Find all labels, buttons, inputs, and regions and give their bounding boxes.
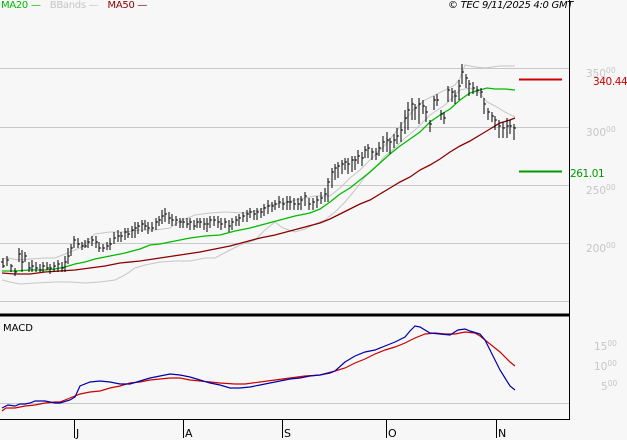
svg-text:20000: 20000 (586, 241, 616, 255)
legend-ma20-label: MA20 (1, 0, 28, 11)
price-axis-labels: 35000 30000 25000 20000 (586, 66, 616, 255)
legend-bbands-label: BBands (49, 0, 86, 11)
svg-text:O: O (388, 427, 397, 440)
copyright-timestamp: © TEC 9/11/2025 4:0 GMT (448, 0, 574, 11)
ma20-line (2, 87, 516, 272)
time-axis (74, 420, 497, 438)
svg-text:A: A (185, 427, 193, 440)
time-axis-labels: J A S O N (75, 427, 506, 440)
macd-axis-labels: 1500 1000 500 (594, 339, 617, 393)
svg-text:1000: 1000 (594, 359, 617, 373)
price-gridlines (0, 68, 569, 302)
support-value: 261.01 (570, 168, 604, 180)
bollinger-bands (1, 64, 516, 285)
legend-ma50: MA50 — (107, 0, 148, 11)
resistance-value: 340.44 (593, 76, 627, 88)
legend-ma50-label: MA50 (107, 0, 135, 11)
macd-line (1, 325, 516, 409)
legend-ma20: MA20 — (1, 0, 41, 11)
svg-text:30000: 30000 (586, 125, 616, 139)
price-bars (1, 64, 516, 276)
svg-text:1500: 1500 (594, 339, 617, 353)
svg-text:500: 500 (601, 379, 617, 393)
macd-signal-line (1, 331, 516, 412)
ma50-line (1, 117, 516, 275)
svg-text:35000: 35000 (586, 66, 616, 80)
svg-text:S: S (284, 427, 291, 440)
svg-text:J: J (75, 427, 79, 440)
chart-legend: MA20 — BBands — MA50 — (1, 0, 153, 12)
legend-bbands: BBands — (49, 0, 99, 11)
svg-text:N: N (498, 427, 506, 440)
macd-panel-title: MACD (3, 323, 33, 334)
svg-text:25000: 25000 (586, 183, 616, 197)
